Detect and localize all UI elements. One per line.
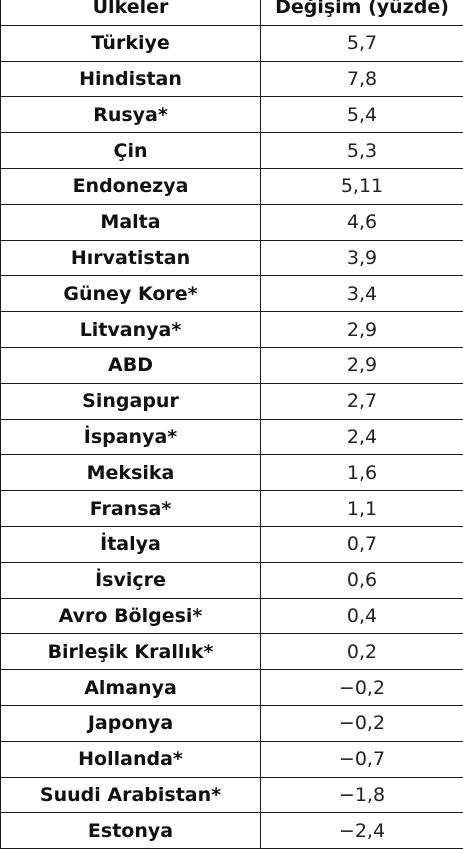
table-row: Güney Kore*3,4 (1, 276, 463, 312)
change-value-cell: 3,9 (261, 240, 463, 276)
country-cell: Suudi Arabistan* (1, 777, 261, 813)
table-row: Estonya−2,4 (1, 813, 463, 849)
country-cell: Türkiye (1, 25, 261, 61)
country-cell: Meksika (1, 455, 261, 491)
country-cell: İsviçre (1, 562, 261, 598)
change-value-cell: −2,4 (261, 813, 463, 849)
table-header-row: Ülkeler Değişim (yüzde) (1, 0, 463, 25)
country-cell: Litvanya* (1, 312, 261, 348)
change-value-cell: 5,7 (261, 25, 463, 61)
country-cell: Hindistan (1, 61, 261, 97)
change-value-cell: 5,3 (261, 133, 463, 169)
change-value-cell: 5,4 (261, 97, 463, 133)
table-row: Birleşik Krallık*0,2 (1, 634, 463, 670)
change-value-cell: 0,6 (261, 562, 463, 598)
table-row: Avro Bölgesi*0,4 (1, 598, 463, 634)
country-cell: Rusya* (1, 97, 261, 133)
change-value-cell: 0,2 (261, 634, 463, 670)
country-cell: ABD (1, 347, 261, 383)
country-cell: Güney Kore* (1, 276, 261, 312)
country-cell: Birleşik Krallık* (1, 634, 261, 670)
country-cell: Endonezya (1, 168, 261, 204)
country-cell: Hırvatistan (1, 240, 261, 276)
table-row: Fransa*1,1 (1, 491, 463, 527)
change-value-cell: 2,4 (261, 419, 463, 455)
change-value-cell: −0,7 (261, 741, 463, 777)
country-cell: Malta (1, 204, 261, 240)
change-value-cell: −1,8 (261, 777, 463, 813)
table-row: İspanya*2,4 (1, 419, 463, 455)
country-cell: İtalya (1, 526, 261, 562)
header-countries: Ülkeler (1, 0, 261, 25)
country-cell: Hollanda* (1, 741, 261, 777)
change-value-cell: 0,4 (261, 598, 463, 634)
header-change-percent: Değişim (yüzde) (261, 0, 463, 25)
change-value-cell: −0,2 (261, 670, 463, 706)
change-value-cell: 2,7 (261, 383, 463, 419)
country-cell: Çin (1, 133, 261, 169)
table-row: Litvanya*2,9 (1, 312, 463, 348)
change-value-cell: 5,11 (261, 168, 463, 204)
country-cell: Japonya (1, 705, 261, 741)
country-cell: Almanya (1, 670, 261, 706)
change-value-cell: 2,9 (261, 347, 463, 383)
change-value-cell: 3,4 (261, 276, 463, 312)
country-cell: Estonya (1, 813, 261, 849)
change-value-cell: 7,8 (261, 61, 463, 97)
change-value-cell: 1,6 (261, 455, 463, 491)
change-value-cell: −0,2 (261, 705, 463, 741)
table-row: Japonya−0,2 (1, 705, 463, 741)
country-cell: İspanya* (1, 419, 261, 455)
table-row: Hollanda*−0,7 (1, 741, 463, 777)
country-cell: Fransa* (1, 491, 261, 527)
country-cell: Avro Bölgesi* (1, 598, 261, 634)
table-row: Suudi Arabistan*−1,8 (1, 777, 463, 813)
change-value-cell: 2,9 (261, 312, 463, 348)
table-row: Rusya*5,4 (1, 97, 463, 133)
country-cell: Singapur (1, 383, 261, 419)
table-row: Almanya−0,2 (1, 670, 463, 706)
change-value-cell: 0,7 (261, 526, 463, 562)
change-value-cell: 4,6 (261, 204, 463, 240)
change-value-cell: 1,1 (261, 491, 463, 527)
